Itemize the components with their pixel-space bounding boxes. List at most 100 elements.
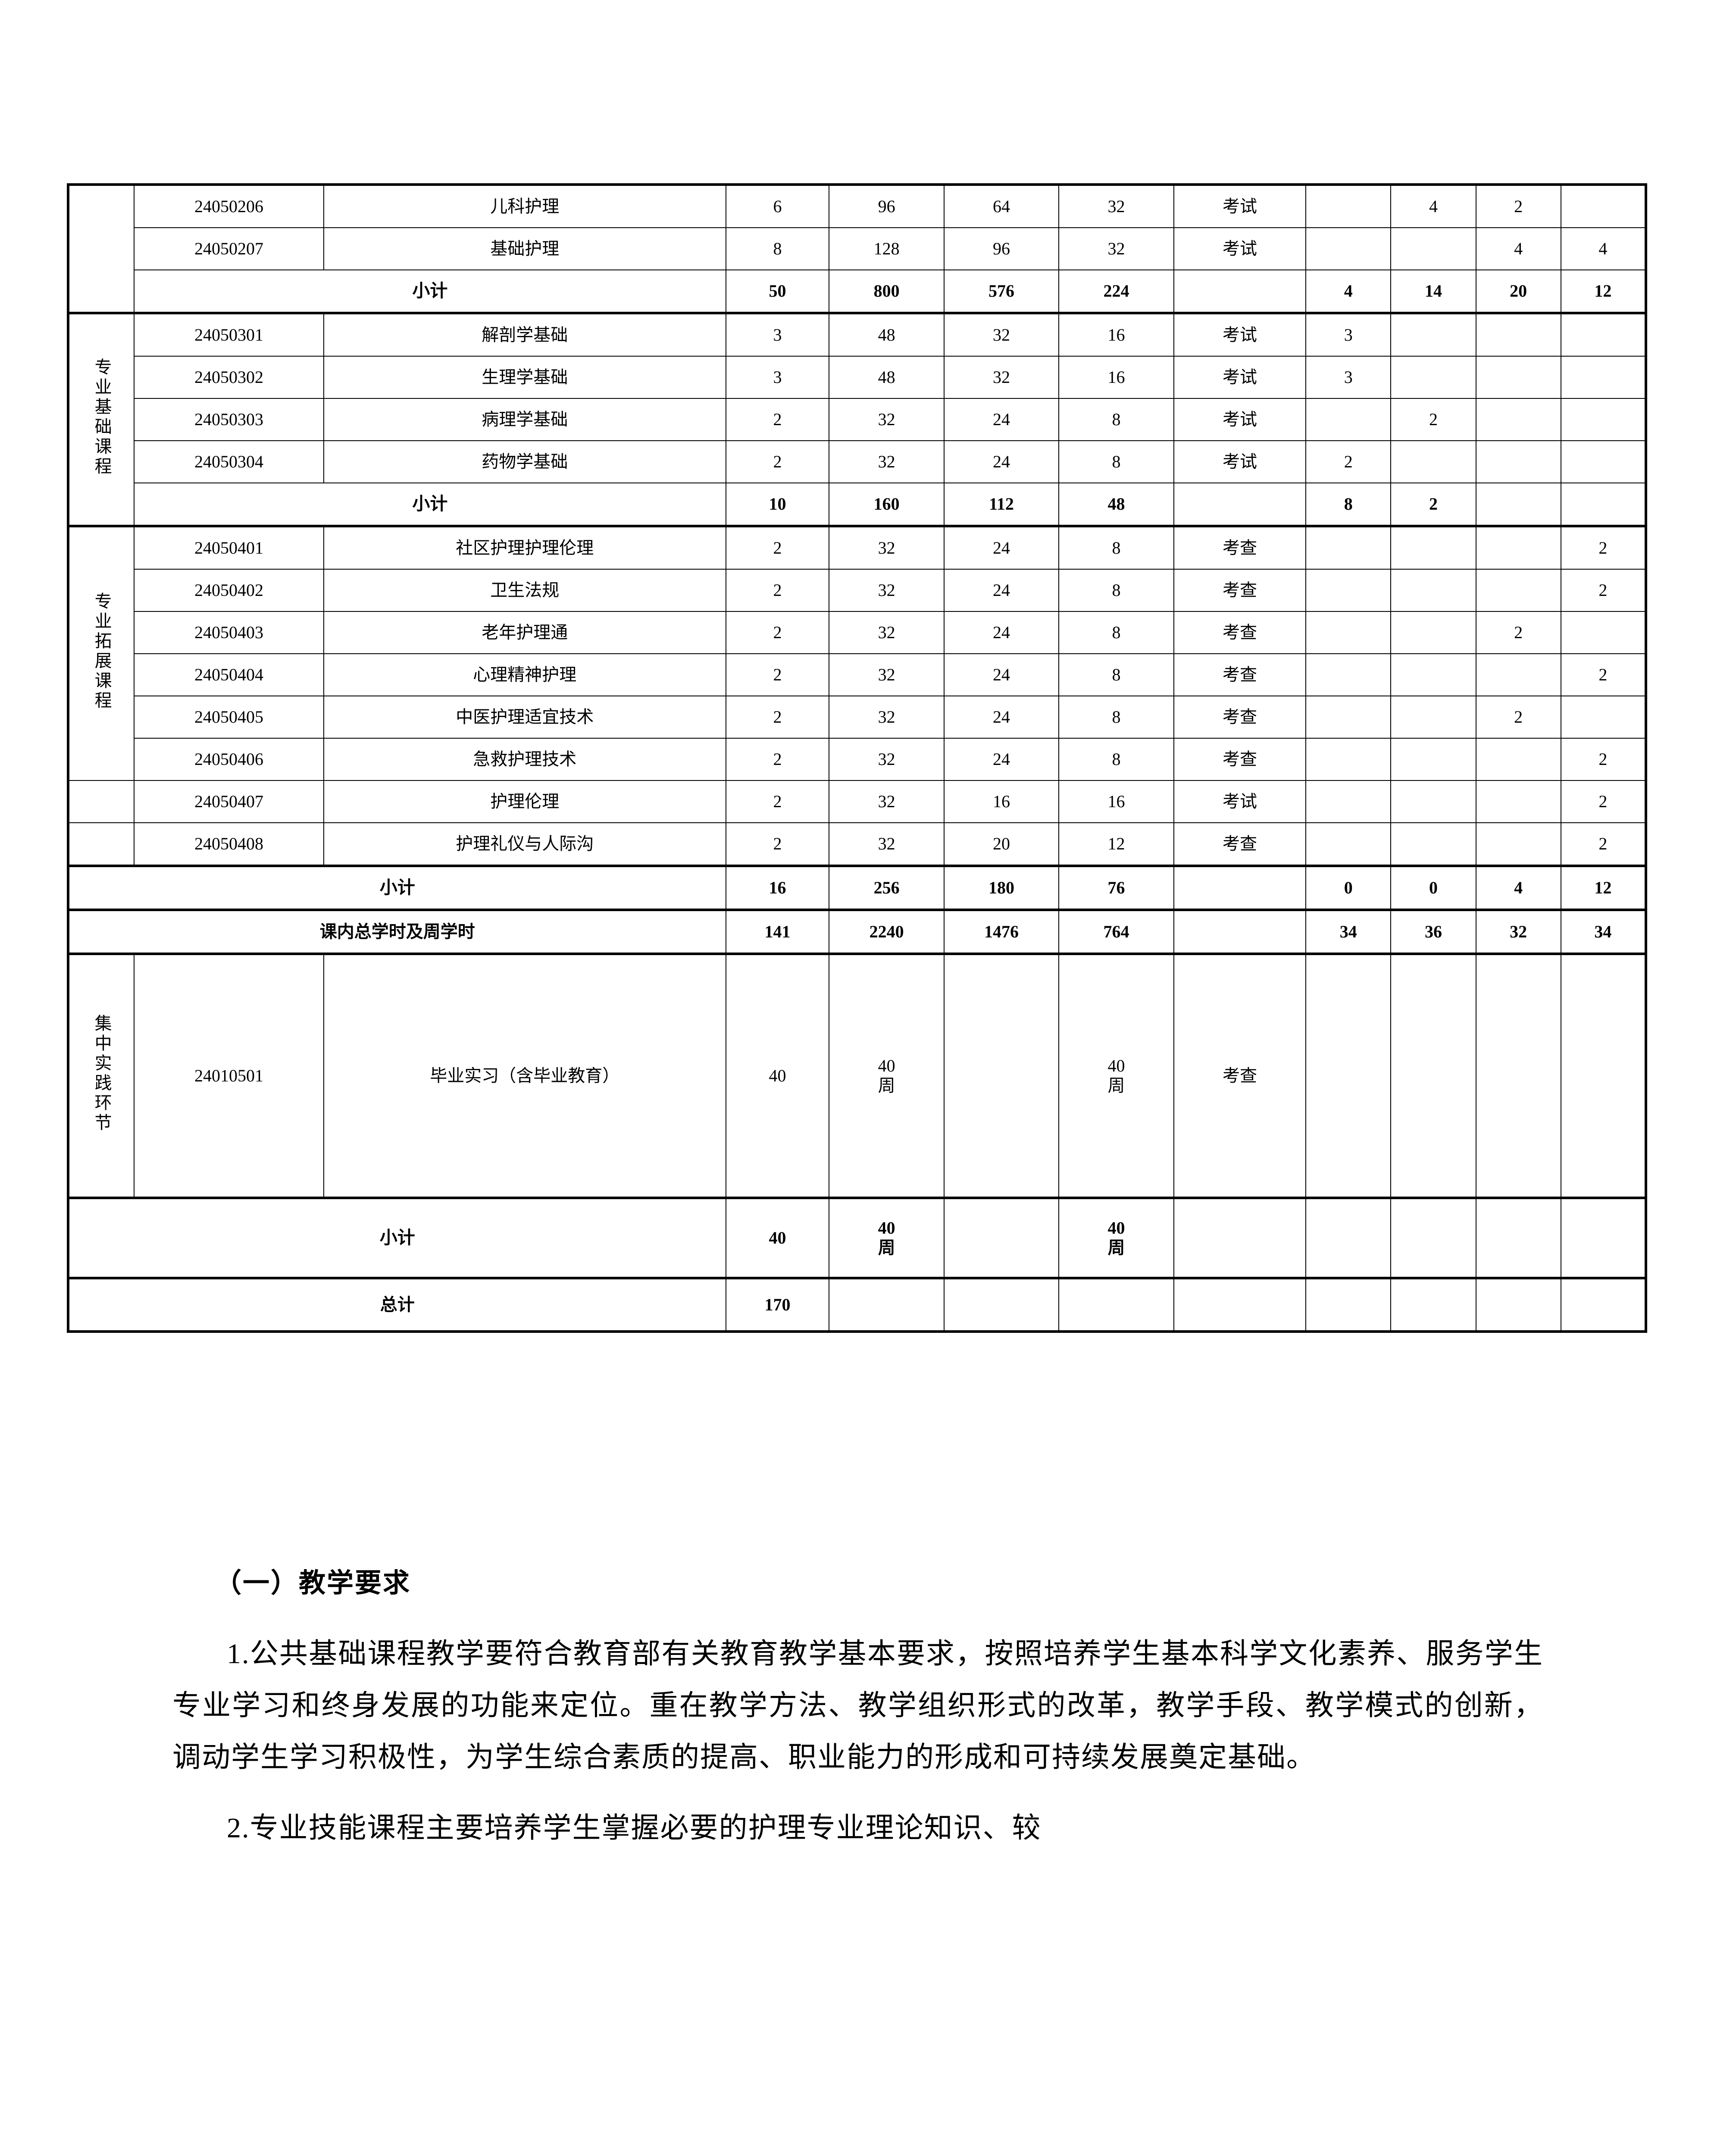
course-name: 药物学基础: [323, 440, 726, 483]
assessment-type: 考查: [1173, 525, 1307, 570]
semester-3: [1475, 525, 1561, 570]
practice-hours: 8: [1058, 696, 1174, 739]
practice-hours: 16: [1058, 356, 1174, 399]
credits: 6: [725, 184, 830, 228]
course-name: 基础护理: [323, 227, 726, 270]
subtotal-total-hours: 160: [829, 483, 945, 527]
semester-3: [1475, 953, 1561, 1198]
course-code: 24050404: [134, 653, 324, 696]
semester-2: [1390, 653, 1476, 696]
semester-2: [1390, 780, 1476, 823]
credits: 2: [725, 696, 830, 739]
course-code: 24050401: [134, 525, 324, 570]
grand-practice-hours: [1058, 1277, 1174, 1332]
grand-semester-2: [1390, 1277, 1476, 1332]
semester-1: [1305, 653, 1392, 696]
category-cell-empty: [67, 780, 135, 823]
course-code: 24010501: [134, 953, 324, 1198]
subtotal-practice-hours: 48: [1058, 483, 1174, 527]
category-cell-professional-extension: 专业拓展课程: [67, 525, 135, 781]
course-name: 病理学基础: [323, 398, 726, 441]
total-hours: 32: [829, 525, 945, 570]
practice-hours: 8: [1058, 611, 1174, 654]
semester-2: [1390, 822, 1476, 866]
theory-hours: 24: [943, 696, 1060, 739]
subtotal-semester-4: [1560, 1197, 1647, 1279]
subtotal-semester-2: 14: [1390, 270, 1476, 314]
total-hours: 32: [829, 780, 945, 823]
body-text-section: （一）教学要求 1.公共基础课程教学要符合教育部有关教育教学基本要求，按照培养学…: [172, 1561, 1543, 1873]
theory-hours: 32: [943, 312, 1060, 357]
semester-3: [1475, 356, 1561, 399]
semester-4: [1560, 611, 1647, 654]
theory-hours: [943, 953, 1060, 1198]
course-name: 中医护理适宜技术: [323, 696, 726, 739]
subtotal-practice-hours: 224: [1058, 270, 1174, 314]
semester-4: [1560, 312, 1647, 357]
table-row: 24050402 卫生法规 2 32 24 8 考查 2: [68, 569, 1647, 612]
semester-3: [1475, 653, 1561, 696]
credits: 2: [725, 525, 830, 570]
curriculum-table-wrapper: 24050206 儿科护理 6 96 64 32 考试 4 2 24050207…: [67, 183, 1647, 1333]
table-row: 24050304 药物学基础 2 32 24 8 考试 2: [68, 440, 1647, 483]
assessment-type: 考查: [1173, 653, 1307, 696]
course-code: 24050408: [134, 822, 324, 866]
total-hours: 32: [829, 611, 945, 654]
semester-3: 2: [1475, 184, 1561, 228]
subtotal-theory-hours: 576: [943, 270, 1060, 314]
credits: 3: [725, 312, 830, 357]
theory-hours: 24: [943, 440, 1060, 483]
theory-hours: 24: [943, 398, 1060, 441]
total-hours: 48: [829, 312, 945, 357]
practice-hours: 12: [1058, 822, 1174, 866]
practice-hours: 40 周: [1058, 953, 1174, 1198]
semester-2: [1390, 611, 1476, 654]
semester-1: [1305, 184, 1392, 228]
credits: 2: [725, 398, 830, 441]
paragraph-2: 2.专业技能课程主要培养学生掌握必要的护理专业理论知识、较: [227, 1812, 1042, 1844]
credits: 2: [725, 822, 830, 866]
practice-hours: 8: [1058, 738, 1174, 781]
paragraph-1: 1.公共基础课程教学要符合教育部有关教育教学基本要求，按照培养学生基本科学文化素…: [172, 1638, 1543, 1774]
grand-semester-3: [1475, 1277, 1561, 1332]
subtotal-row: 小计 50 800 576 224 4 14 20 12: [68, 270, 1647, 314]
semester-3: 2: [1475, 611, 1561, 654]
subtotal-row: 小计 10 160 112 48 8 2: [68, 483, 1647, 527]
course-code: 24050207: [134, 227, 324, 270]
course-code: 24050304: [134, 440, 324, 483]
course-code: 24050407: [134, 780, 324, 823]
theory-hours: 16: [943, 780, 1060, 823]
category-label: 集中实践环节: [92, 1014, 112, 1133]
course-code: 24050303: [134, 398, 324, 441]
grand-assessment: [1173, 1277, 1307, 1332]
course-code: 24050302: [134, 356, 324, 399]
category-cell-concentrated-practice: 集中实践环节: [67, 953, 135, 1198]
theory-hours: 24: [943, 611, 1060, 654]
subtotal-practice-hours: 76: [1058, 865, 1174, 911]
semester-3: [1475, 312, 1561, 357]
total-hours: 32: [829, 738, 945, 781]
course-name: 生理学基础: [323, 356, 726, 399]
inclass-semester-4: 34: [1560, 909, 1647, 955]
subtotal-assessment: [1173, 1197, 1307, 1279]
credits: 2: [725, 653, 830, 696]
course-name: 毕业实习（含毕业教育）: [323, 953, 726, 1198]
credits: 40: [725, 953, 830, 1198]
table-row: 专业基础课程 24050301 解剖学基础 3 48 32 16 考试 3: [67, 312, 1647, 526]
semester-4: [1560, 184, 1647, 228]
credits: 8: [725, 227, 830, 270]
semester-3: 2: [1475, 696, 1561, 739]
course-code: 24050301: [134, 312, 324, 357]
subtotal-semester-4: 12: [1560, 865, 1647, 911]
subtotal-semester-4: 12: [1560, 270, 1647, 314]
subtotal-theory-hours: [943, 1197, 1060, 1279]
table-row: 24050302 生理学基础 3 48 32 16 考试 3: [68, 356, 1647, 399]
semester-1: [1305, 953, 1392, 1198]
subtotal-semester-1: 0: [1305, 865, 1392, 911]
theory-hours: 96: [943, 227, 1060, 270]
total-hours: 40 周: [829, 953, 945, 1198]
theory-hours: 24: [943, 569, 1060, 612]
semester-3: [1475, 398, 1561, 441]
course-name: 护理礼仪与人际沟: [323, 822, 726, 866]
semester-2: [1390, 696, 1476, 739]
